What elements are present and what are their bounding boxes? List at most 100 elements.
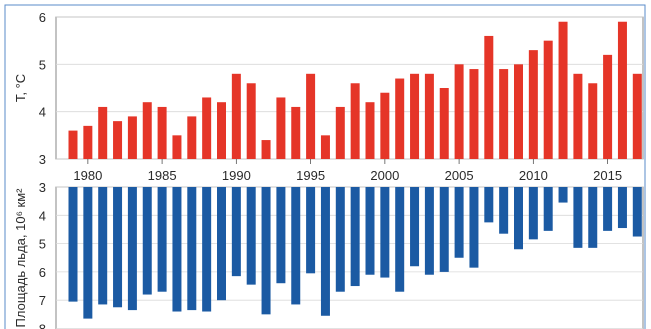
ice-area-bar xyxy=(246,187,256,285)
temperature-bar xyxy=(202,97,212,159)
ice-area-bar xyxy=(113,187,123,308)
ice-area-y-tick-label: 8 xyxy=(39,322,46,329)
temperature-bar xyxy=(276,97,286,159)
temperature-bar xyxy=(410,73,420,159)
ice-area-bar xyxy=(528,187,538,240)
temperature-axis-label: T, °C xyxy=(13,74,28,102)
ice-area-bar xyxy=(439,187,449,272)
ice-area-axis-label: Площадь льда, 10⁶ км² xyxy=(13,188,28,328)
ice-area-bar xyxy=(306,187,316,274)
temperature-bar xyxy=(632,73,642,159)
temperature-y-tick-label: 6 xyxy=(39,10,46,25)
temperature-bar xyxy=(395,78,405,159)
temperature-bar xyxy=(320,135,330,159)
year-tick-label: 1980 xyxy=(73,168,102,183)
ice-area-bar xyxy=(320,187,330,316)
ice-area-bar xyxy=(617,187,627,229)
temperature-bar xyxy=(558,21,568,159)
temperature-bar xyxy=(68,130,78,159)
temperature-bar xyxy=(98,106,108,159)
temperature-bar xyxy=(187,116,197,159)
year-tick-label: 1990 xyxy=(222,168,251,183)
temperature-bars xyxy=(68,21,642,160)
temperature-y-tick-label: 5 xyxy=(39,57,46,72)
temperature-bar xyxy=(380,92,390,159)
ice-area-bar xyxy=(514,187,523,250)
ice-area-bar xyxy=(142,187,152,295)
ice-area-bar xyxy=(632,187,642,237)
ice-area-bar xyxy=(588,187,598,248)
temperature-panel: 3 4 5 6 T, °C xyxy=(13,10,644,167)
ice-area-bar xyxy=(558,187,568,203)
temperature-bar xyxy=(83,125,93,159)
temperature-bar xyxy=(217,102,226,159)
ice-area-bar xyxy=(261,187,271,315)
temperature-bar xyxy=(127,116,137,159)
temperature-y-tick-label: 3 xyxy=(39,152,46,167)
temperature-bar xyxy=(231,73,241,159)
temperature-bar xyxy=(142,102,152,159)
temperature-bar xyxy=(113,121,123,159)
ice-area-bar xyxy=(217,187,226,301)
ice-area-bar xyxy=(187,187,197,311)
year-tick-label: 2005 xyxy=(445,168,474,183)
ice-area-bar xyxy=(454,187,464,258)
temperature-bar xyxy=(573,73,583,159)
ice-area-bar xyxy=(603,187,613,231)
ice-area-bar xyxy=(573,187,583,248)
ice-area-y-tick-label: 7 xyxy=(39,293,46,308)
temperature-y-tick-label: 4 xyxy=(39,105,46,120)
temperature-bar xyxy=(499,69,509,159)
ice-area-bar xyxy=(172,187,182,312)
ice-area-bar xyxy=(499,187,509,234)
ice-area-y-tick-label: 6 xyxy=(39,265,46,280)
ice-area-y-tick-label: 5 xyxy=(39,237,46,252)
temperature-bar xyxy=(617,21,627,159)
ice-area-y-ticks: 3 4 5 6 7 8 xyxy=(39,180,46,329)
ice-area-bar xyxy=(424,187,434,275)
temperature-bar xyxy=(514,64,523,159)
temperature-bar xyxy=(157,106,167,159)
ice-area-bar xyxy=(410,187,420,267)
temperature-bar xyxy=(261,140,271,159)
year-tick-label: 2000 xyxy=(370,168,399,183)
year-tick-label: 2015 xyxy=(593,168,622,183)
ice-area-bar xyxy=(469,187,479,268)
ice-area-bar xyxy=(276,187,286,284)
year-tick-label: 2010 xyxy=(519,168,548,183)
ice-area-bar xyxy=(157,187,167,292)
ice-area-y-tick-label: 3 xyxy=(39,180,46,195)
ice-area-bar xyxy=(202,187,212,312)
temperature-bar xyxy=(454,64,464,159)
ice-area-bar xyxy=(335,187,345,292)
year-tick-label: 1995 xyxy=(296,168,325,183)
ice-area-bar xyxy=(484,187,494,223)
ice-area-bar xyxy=(380,187,390,278)
temperature-bar xyxy=(603,54,613,159)
ice-area-bar xyxy=(395,187,405,292)
temperature-bar xyxy=(172,135,182,159)
temperature-bar xyxy=(365,102,375,159)
ice-area-bars xyxy=(68,187,642,319)
ice-area-bar xyxy=(127,187,137,311)
ice-area-bar xyxy=(291,187,301,305)
ice-area-bar xyxy=(83,187,93,319)
temperature-bar xyxy=(528,50,538,160)
temperature-bar xyxy=(424,73,434,159)
year-tick-labels: 1980 1985 1990 1995 2000 2005 2010 2015 xyxy=(73,159,622,183)
temperature-bar xyxy=(306,73,316,159)
temperature-bar xyxy=(246,83,256,159)
temperature-bar xyxy=(350,83,360,159)
temperature-bar xyxy=(469,69,479,159)
ice-area-bar xyxy=(365,187,375,275)
temperature-bar xyxy=(335,106,345,159)
ice-area-bar xyxy=(350,187,360,287)
temperature-bar xyxy=(588,83,598,159)
ice-area-bar xyxy=(543,187,553,231)
ice-area-y-tick-label: 4 xyxy=(39,208,46,223)
temperature-bar xyxy=(484,35,494,159)
ice-area-panel: 3 4 5 6 7 8 Площадь льда, 10⁶ км² xyxy=(13,180,644,329)
ice-area-bar xyxy=(68,187,78,302)
temperature-bar xyxy=(291,106,301,159)
